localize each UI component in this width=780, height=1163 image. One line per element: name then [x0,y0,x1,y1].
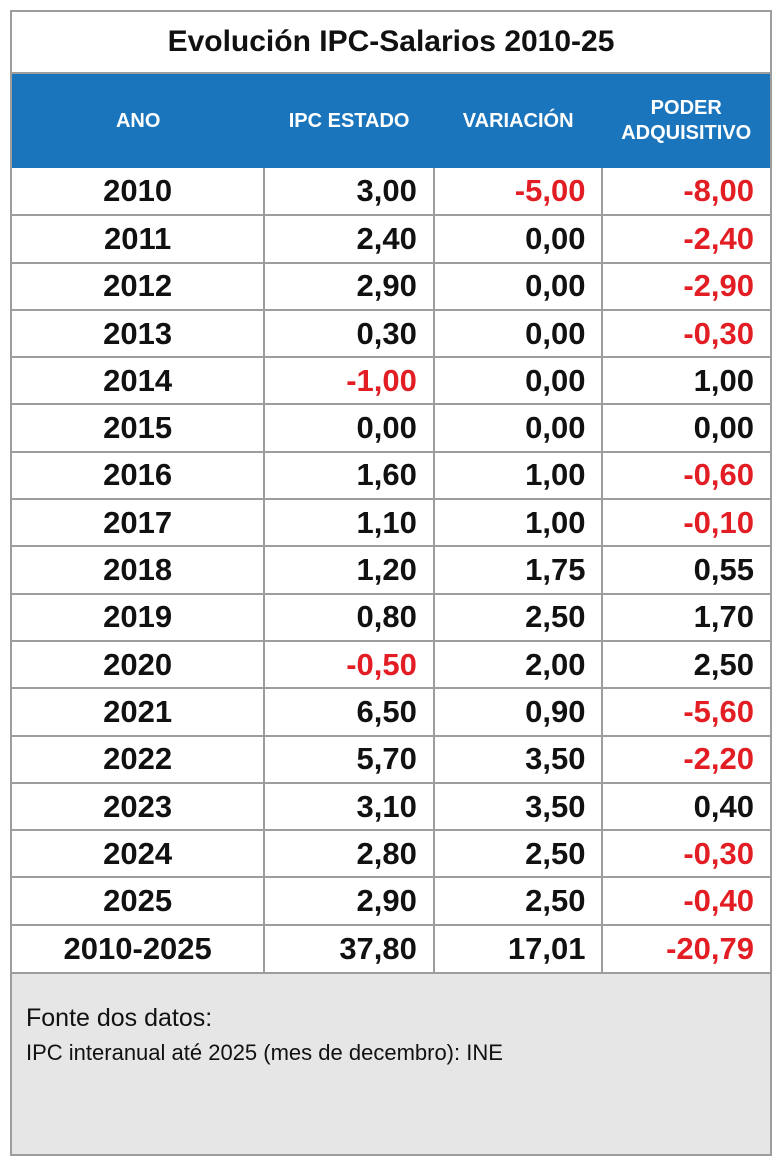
cell-value: -0,60 [601,450,771,501]
cell-value: -2,20 [601,734,771,784]
data-table: 2010 3,00 -5,00 -8,00 2011 2,40 0,00 -2,40 2012 2… [10,166,771,974]
cell-value: -20,79 [601,923,771,974]
cell-value: 2,50 [601,639,771,690]
cell-value: 0,00 [432,214,604,264]
cell-value: 6,50 [263,687,435,737]
cell-value: 0,55 [601,545,771,595]
cell-value: 2,00 [432,639,604,690]
page-title: Evolución IPC-Salarios 2010-25 [167,25,615,58]
table-row: 2024 2,80 2,50 -0,30 [10,829,771,879]
cell-value: 3,00 [263,166,435,217]
cell-value: -8,00 [601,166,771,217]
table-row: 2016 1,60 1,00 -0,60 [10,450,771,501]
cell-value: 5,70 [263,734,435,784]
table-body: 2010 3,00 -5,00 -8,00 2011 2,40 0,00 -2,40 2012 2… [10,166,771,974]
cell-value: -2,90 [601,261,771,311]
cell-year: 2013 [10,308,266,359]
source-note-heading: Fonte dos datos: [26,1004,213,1033]
cell-year: 2023 [10,781,266,832]
cell-value: -1,00 [263,356,435,406]
cell-value: 3,50 [432,734,604,784]
table-row: 2017 1,10 1,00 -0,10 [10,498,771,548]
cell-value: 2,80 [263,829,435,879]
table-row: 2013 0,30 0,00 -0,30 [10,308,771,359]
cell-value: 1,60 [263,450,435,501]
table-row: 2014 -1,00 0,00 1,00 [10,356,771,406]
cell-year: 2016 [10,450,266,501]
title-row: Evolución IPC-Salarios 2010-25 [12,12,770,74]
table-row: 2012 2,90 0,00 -2,90 [10,261,771,311]
table-row: 2018 1,20 1,75 0,55 [10,545,771,595]
cell-value: 2,50 [432,592,604,642]
source-note: Fonte dos datos: IPC interanual até 2025… [12,972,770,1154]
cell-value: -0,30 [601,308,771,359]
cell-value: -0,40 [601,876,771,926]
cell-year: 2018 [10,545,266,595]
cell-year: 2022 [10,734,266,784]
cell-value: 2,50 [432,829,604,879]
cell-year: 2019 [10,592,266,642]
cell-year: 2021 [10,687,266,737]
cell-value: 2,50 [432,876,604,926]
cell-year: 2020 [10,639,266,690]
cell-value: 0,00 [263,403,435,453]
cell-year: 2017 [10,498,266,548]
source-note-detail: IPC interanual até 2025 (mes de decembro… [26,1040,503,1066]
cell-value: 2,90 [263,876,435,926]
cell-value: 2,90 [263,261,435,311]
cell-year: 2015 [10,403,266,453]
cell-value: 1,20 [263,545,435,595]
table-row: 2025 2,90 2,50 -0,40 [10,876,771,926]
cell-year: 2024 [10,829,266,879]
cell-value: -5,60 [601,687,771,737]
cell-value: 0,00 [432,261,604,311]
cell-value: 0,00 [601,403,771,453]
table-row: 2022 5,70 3,50 -2,20 [10,734,771,784]
table-row: 2020 -0,50 2,00 2,50 [10,639,771,690]
cell-value: -0,50 [263,639,435,690]
column-header-ipc-estado: IPC ESTADO [288,109,410,132]
cell-value: -2,40 [601,214,771,264]
cell-value: 1,75 [432,545,604,595]
ipc-salarios-table: Evolución IPC-Salarios 2010-25 ANO IPC E… [10,10,772,1156]
cell-value: 1,70 [601,592,771,642]
column-header-variacion: VARIACIÓN [462,109,574,132]
table-row: 2023 3,10 3,50 0,40 [10,781,771,832]
cell-year: 2010 [10,166,266,217]
cell-value: 0,00 [432,356,604,406]
cell-year: 2014 [10,356,266,406]
cell-value: 0,30 [263,308,435,359]
cell-value: 17,01 [432,923,604,974]
cell-value: 3,10 [263,781,435,832]
cell-value: 1,10 [263,498,435,548]
table-row: 2010 3,00 -5,00 -8,00 [10,166,771,217]
cell-value: -0,30 [601,829,771,879]
table-row-total: 2010-2025 37,80 17,01 -20,79 [10,923,771,974]
table-header-row: ANO IPC ESTADO VARIACIÓN PODER ADQUISITI… [12,74,770,168]
cell-year: 2025 [10,876,266,926]
cell-value: 3,50 [432,781,604,832]
table-row: 2011 2,40 0,00 -2,40 [10,214,771,264]
cell-value: 0,40 [601,781,771,832]
cell-value: 1,00 [432,498,604,548]
cell-value: 0,00 [432,308,604,359]
cell-year: 2012 [10,261,266,311]
table-row: 2015 0,00 0,00 0,00 [10,403,771,453]
cell-value: 1,00 [601,356,771,406]
cell-year: 2011 [10,214,266,264]
cell-value: 37,80 [263,923,435,974]
cell-value: 1,00 [432,450,604,501]
cell-value: 2,40 [263,214,435,264]
cell-value: -0,10 [601,498,771,548]
cell-value: -5,00 [432,166,604,217]
table-row: 2019 0,80 2,50 1,70 [10,592,771,642]
table-row: 2021 6,50 0,90 -5,60 [10,687,771,737]
column-header-ano: ANO [115,109,161,132]
cell-value: 0,80 [263,592,435,642]
column-header-poder-adquisitivo: PODER ADQUISITIVO [621,97,752,144]
cell-year: 2010-2025 [10,923,266,974]
cell-value: 0,90 [432,687,604,737]
cell-value: 0,00 [432,403,604,453]
